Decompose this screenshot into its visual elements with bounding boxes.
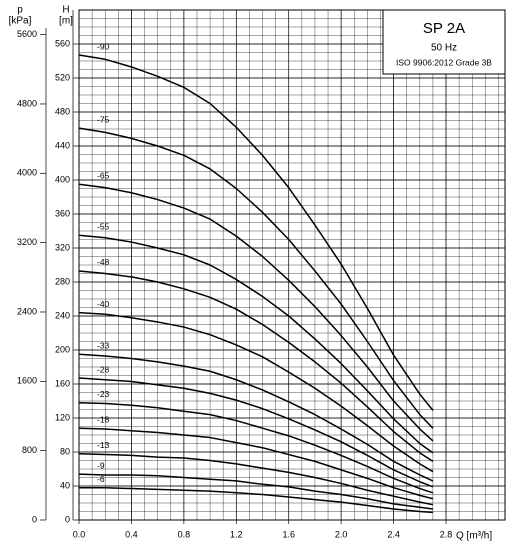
chart-subtitle: 50 Hz: [431, 43, 457, 54]
y-tick-label: 480: [55, 106, 70, 116]
curve-label: -75: [97, 114, 110, 124]
x-tick-label: 0.8: [178, 529, 191, 539]
curve-label: -13: [97, 440, 110, 450]
chart-title: SP 2A: [423, 20, 465, 37]
y-tick-label: 40: [60, 480, 70, 490]
y2-tick-label: 0: [32, 514, 37, 524]
curve-label: -28: [97, 364, 110, 374]
y2-axis-label: p: [17, 5, 23, 16]
x-tick-label: 2.4: [387, 529, 400, 539]
y-axis-unit: [m]: [59, 16, 73, 27]
pump-curve: [78, 427, 434, 500]
pump-curve: [78, 127, 434, 429]
pump-curve: [78, 353, 434, 482]
chart-note: ISO 9906:2012 Grade 3B: [396, 57, 492, 67]
curve-label: -65: [97, 171, 110, 181]
y-tick-label: 160: [55, 378, 70, 388]
grid: [78, 10, 505, 521]
pump-curve: [78, 270, 434, 462]
x-tick-label: 1.2: [230, 529, 243, 539]
x-tick-label: 1.6: [282, 529, 295, 539]
y-tick-label: 400: [55, 174, 70, 184]
y2-tick-label: 1600: [17, 376, 37, 386]
y-tick-label: 280: [55, 276, 70, 286]
pump-curve: [78, 377, 434, 488]
curve-label: -40: [97, 299, 110, 309]
pump-curve: [78, 234, 434, 454]
curve-label: -48: [97, 257, 110, 267]
curves: -90 -75 -65 -55 -48 -40 -33 -28 -23 -18 -13 -9 -6: [78, 41, 434, 514]
y-tick-label: 120: [55, 412, 70, 422]
curve-label: -23: [97, 389, 110, 399]
pump-curve: [78, 473, 434, 510]
y2-axis-unit: [kPa]: [9, 16, 32, 27]
pump-curve: [79, 486, 433, 514]
pump-curve: [78, 183, 434, 442]
y-tick-label: 520: [55, 72, 70, 82]
curve-label: -18: [97, 414, 110, 424]
y-tick-label: 200: [55, 344, 70, 354]
curve-label: -55: [97, 222, 110, 232]
curve-label: -33: [97, 341, 110, 351]
title-box: [382, 9, 506, 75]
y2-tick-label: 4000: [17, 168, 37, 178]
y-tick-label: 240: [55, 310, 70, 320]
pump-curve: [78, 452, 434, 506]
curve-label: -6: [97, 474, 105, 484]
y-axis-label: H: [62, 5, 69, 16]
y-tick-label: 0: [65, 514, 70, 524]
y-tick-label: 80: [60, 446, 70, 456]
x-tick-label: 2.8: [440, 529, 453, 539]
y-tick-label: 320: [55, 242, 70, 252]
curve-label: -90: [97, 41, 110, 51]
x-tick-label: 2.0: [335, 529, 348, 539]
y-tick-label: 360: [55, 208, 70, 218]
pump-curve: [78, 401, 434, 494]
y-tick-label: 560: [55, 38, 70, 48]
y2-tick-label: 2400: [17, 306, 37, 316]
pump-curve: [78, 311, 434, 473]
y2-tick-label: 4800: [17, 98, 37, 108]
y2-tick-label: 800: [22, 445, 37, 455]
y-tick-label: 440: [55, 140, 70, 150]
x-tick-label: 0.4: [125, 529, 138, 539]
y2-tick-label: 5600: [17, 29, 37, 39]
curve-label: -9: [97, 460, 105, 470]
pump-curve: [78, 54, 434, 411]
x-axis-label: Q [m³/h]: [456, 531, 492, 542]
y2-tick-label: 3200: [17, 237, 37, 247]
x-tick-label: 0.0: [73, 529, 86, 539]
